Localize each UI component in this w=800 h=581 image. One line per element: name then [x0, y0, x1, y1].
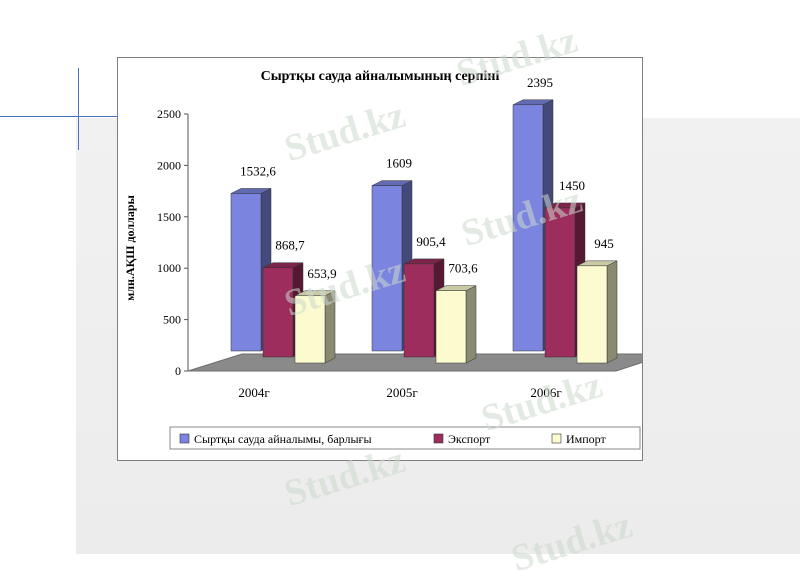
bar-front-face: [371, 185, 403, 352]
legend-label: Экспорт: [448, 432, 491, 446]
data-label: 1609: [386, 156, 412, 171]
legend-box: [169, 426, 641, 450]
bar-front-face: [230, 193, 262, 352]
x-tick-label: 2005г: [386, 385, 417, 400]
bar-3-2: [435, 285, 477, 364]
legend-swatch: [179, 433, 190, 444]
bar-front-face: [262, 267, 294, 358]
chart-title: Сыртқы сауда айналымының серпіні: [261, 69, 500, 84]
y-tick-label: 0: [175, 364, 181, 378]
bar-front-face: [544, 207, 576, 358]
x-tick-label: 2004г: [238, 385, 269, 400]
bar-3-1: [294, 290, 336, 364]
legend-swatch: [551, 433, 562, 444]
data-label: 653,9: [307, 266, 336, 281]
bar-side-face: [606, 260, 618, 364]
y-tick-label: 1000: [157, 261, 181, 275]
chart-svg: Сыртқы сауда айналымының серпіні 0 500 1000…: [123, 69, 669, 450]
legend-swatch: [433, 433, 444, 444]
bar-front-face: [576, 265, 608, 364]
data-label: 945: [594, 236, 614, 251]
bar-3-3: [576, 260, 618, 364]
data-label: 905,4: [416, 234, 446, 249]
decorative-line-vertical: [78, 68, 79, 150]
bar-front-face: [512, 104, 544, 352]
y-axis-label: млн.АҚШ доллары: [123, 194, 137, 300]
bar-front-face: [294, 295, 326, 364]
x-tick-label: 2006г: [530, 385, 561, 400]
data-label: 703,6: [448, 261, 478, 276]
bar-side-face: [465, 285, 477, 364]
y-tick-label: 500: [163, 313, 181, 327]
data-label: 2395: [527, 75, 553, 90]
decorative-line-horizontal: [0, 116, 118, 117]
data-label: 1532,6: [240, 163, 276, 178]
chart-frame: Сыртқы сауда айналымының серпіні 0 500 1000…: [117, 57, 669, 461]
legend-label: Сыртқы сауда айналымы, барлығы: [194, 432, 372, 446]
data-label: 868,7: [275, 238, 305, 253]
y-tick-label: 2500: [157, 107, 181, 121]
bar-front-face: [403, 263, 435, 358]
bar-front-face: [435, 290, 467, 364]
bar-2-1: [262, 262, 304, 358]
legend-label: Импорт: [566, 432, 607, 446]
y-tick-label: 2000: [157, 158, 181, 172]
y-tick-label: 1500: [157, 210, 181, 224]
slide-left-strip: [0, 0, 76, 554]
data-label: 1450: [559, 178, 585, 193]
